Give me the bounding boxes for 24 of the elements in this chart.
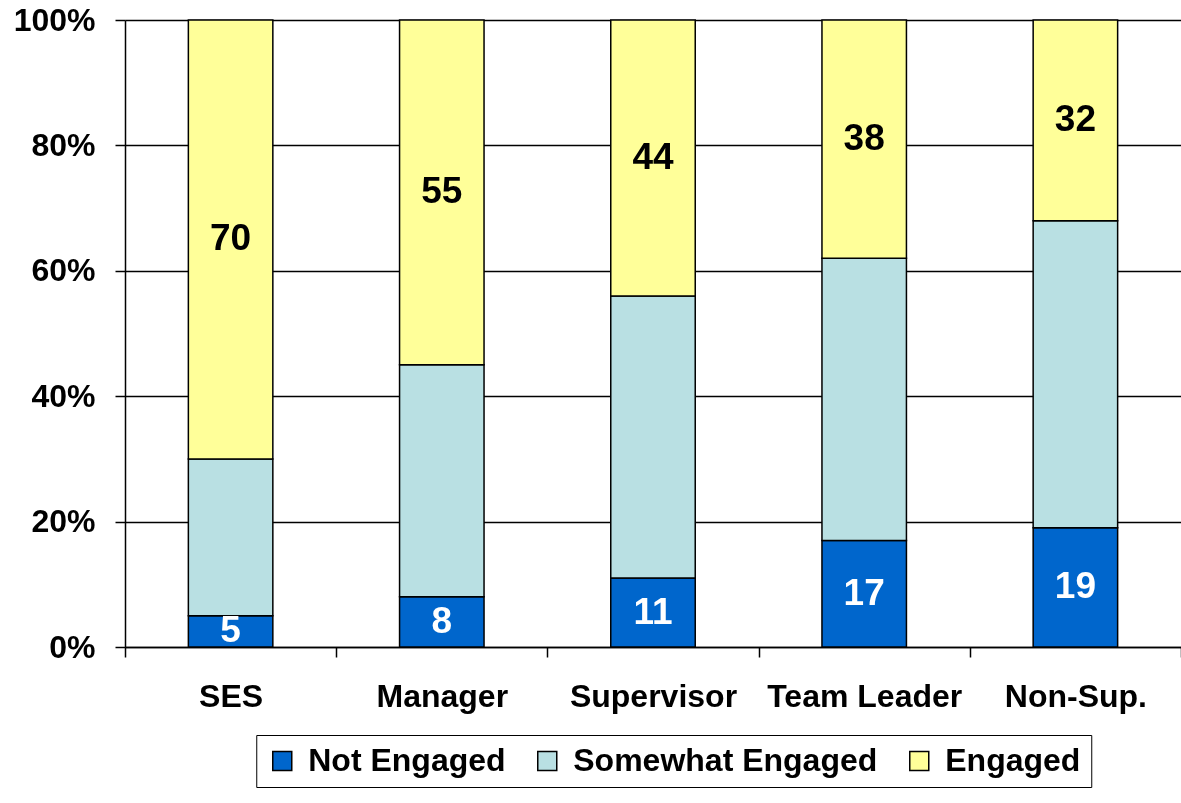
data-label: 44: [632, 135, 674, 177]
y-tick-label: 0%: [49, 628, 96, 665]
x-tick-label: Manager: [376, 677, 509, 714]
data-label: 38: [843, 117, 885, 159]
x-tick-label: Supervisor: [569, 677, 738, 714]
data-label: 17: [843, 571, 885, 613]
y-tick-label: 20%: [31, 503, 96, 540]
data-label: 8: [431, 599, 453, 641]
data-label: 32: [1054, 98, 1096, 140]
legend-label: Not Engaged: [308, 742, 506, 778]
y-tick-label: 80%: [31, 126, 96, 163]
y-tick-label: 60%: [31, 252, 96, 289]
data-label: 55: [421, 170, 463, 212]
x-tick-label: SES: [199, 677, 264, 714]
legend-label: Somewhat Engaged: [573, 742, 878, 778]
x-tick-label: Non-Sup.: [1004, 677, 1147, 714]
legend-label: Engaged: [945, 742, 1081, 778]
data-label: 70: [210, 217, 252, 259]
y-tick-label: 40%: [31, 377, 96, 414]
data-label: 5: [220, 609, 241, 651]
x-tick-label: Team Leader: [767, 677, 963, 714]
y-tick-label: 100%: [13, 1, 96, 38]
data-label: 19: [1054, 565, 1096, 607]
data-label: 11: [633, 590, 673, 632]
